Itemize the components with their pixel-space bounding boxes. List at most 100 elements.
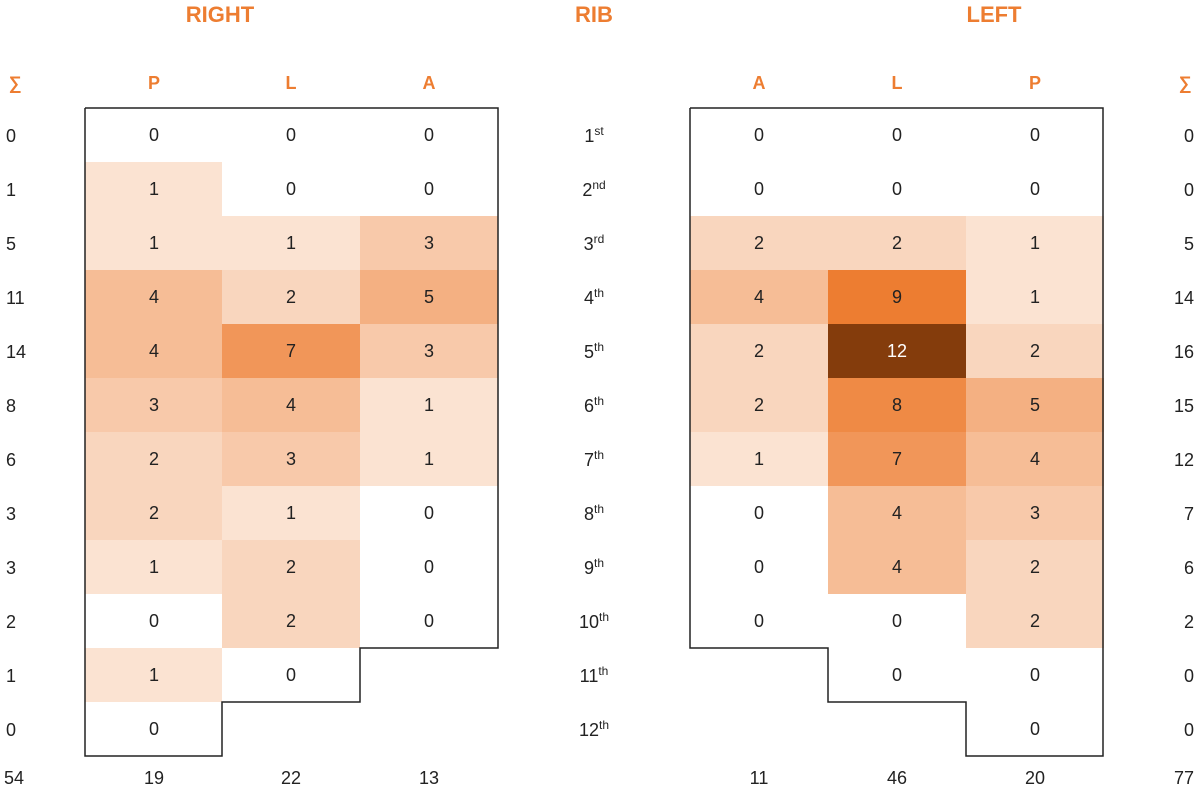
left-cell: 12 xyxy=(828,324,966,378)
right-cell: 0 xyxy=(360,540,498,594)
rib-suffix: th xyxy=(594,340,605,354)
right-row-sum: 3 xyxy=(6,558,17,578)
rib-suffix: th xyxy=(594,286,605,300)
rib-number: 12 xyxy=(578,720,599,740)
rib-label: 1st xyxy=(554,124,634,147)
right-row-sum: 3 xyxy=(6,504,17,524)
left-column-total: 20 xyxy=(1024,768,1046,788)
rib-label: 11th xyxy=(554,664,634,687)
rib-suffix: th xyxy=(594,502,605,516)
left-cell: 9 xyxy=(828,270,966,324)
left-row-sum: 7 xyxy=(1183,504,1194,524)
right-grand-total: 54 xyxy=(4,768,25,788)
right-cell: 0 xyxy=(222,162,360,216)
right-row-sum: 1 xyxy=(6,666,17,686)
rib-label: 4th xyxy=(554,286,634,309)
left-cell: 2 xyxy=(690,378,828,432)
left-cell: 4 xyxy=(828,540,966,594)
rib-label: 12th xyxy=(554,718,634,741)
rib-label: 6th xyxy=(554,394,634,417)
left-cell: 0 xyxy=(690,162,828,216)
rib-number: 1 xyxy=(584,126,595,146)
rib-number: 6 xyxy=(583,396,594,416)
left-cell: 0 xyxy=(690,594,828,648)
left-row-sum: 0 xyxy=(1183,666,1194,686)
left-column-total: 11 xyxy=(749,768,769,788)
right-col-header-l: L xyxy=(285,73,297,93)
left-table-outline xyxy=(689,107,1104,757)
rib-number: 8 xyxy=(583,504,594,524)
left-row-sum: 12 xyxy=(1173,450,1194,470)
right-cell: 1 xyxy=(360,378,498,432)
left-cell: 0 xyxy=(966,162,1104,216)
rib-suffix: rd xyxy=(593,232,605,246)
rib-number: 2 xyxy=(582,180,593,200)
rib-label: 9th xyxy=(554,556,634,579)
left-cell: 7 xyxy=(828,432,966,486)
right-cell: 7 xyxy=(222,324,360,378)
rib-suffix: st xyxy=(594,124,604,138)
left-row-sum: 0 xyxy=(1183,126,1194,146)
right-column-total: 13 xyxy=(418,768,440,788)
rib-number: 7 xyxy=(583,450,594,470)
rib-suffix: th xyxy=(594,556,605,570)
right-row-sum: 2 xyxy=(6,612,17,632)
left-cell: 1 xyxy=(690,432,828,486)
right-cell: 0 xyxy=(85,702,223,756)
rib-suffix: th xyxy=(599,610,610,624)
right-cell: 4 xyxy=(85,324,223,378)
rib-number: 5 xyxy=(583,342,594,362)
left-cell: 2 xyxy=(966,540,1104,594)
right-table-outline xyxy=(84,107,499,757)
left-row-sum: 2 xyxy=(1183,612,1194,632)
right-col-header-a: A xyxy=(422,73,436,93)
left-row-sum: 14 xyxy=(1173,288,1194,308)
right-cell: 2 xyxy=(85,432,223,486)
right-row-sum: 0 xyxy=(6,126,17,146)
right-cell: 3 xyxy=(360,324,498,378)
rib-number: 9 xyxy=(583,558,594,578)
right-cell: 1 xyxy=(222,486,360,540)
right-cell: 3 xyxy=(222,432,360,486)
left-row-sum: 15 xyxy=(1173,396,1194,416)
right-cell: 3 xyxy=(360,216,498,270)
rib-header: RIB xyxy=(575,2,613,27)
rib-label: 10th xyxy=(554,610,634,633)
right-cell: 0 xyxy=(222,108,360,162)
right-cell: 2 xyxy=(222,540,360,594)
left-cell: 2 xyxy=(690,216,828,270)
rib-label: 8th xyxy=(554,502,634,525)
rib-label: 2nd xyxy=(554,178,634,201)
right-column-total: 22 xyxy=(280,768,302,788)
left-cell: 0 xyxy=(828,648,966,702)
right-header: RIGHT xyxy=(185,2,255,27)
right-cell: 0 xyxy=(360,108,498,162)
left-cell: 0 xyxy=(828,108,966,162)
rib-label: 5th xyxy=(554,340,634,363)
left-cell: 4 xyxy=(828,486,966,540)
rib-suffix: nd xyxy=(592,178,606,192)
rib-suffix: th xyxy=(594,394,605,408)
left-col-header-a: A xyxy=(752,73,766,93)
right-cell: 2 xyxy=(222,594,360,648)
left-row-sum: 6 xyxy=(1183,558,1194,578)
rib-number: 10 xyxy=(578,612,599,632)
left-col-header-p: P xyxy=(1028,73,1041,93)
left-sum-symbol: ∑ xyxy=(1178,73,1192,93)
left-row-sum: 0 xyxy=(1183,180,1194,200)
left-cell: 0 xyxy=(690,540,828,594)
rib-suffix: th xyxy=(599,718,610,732)
rib-number: 4 xyxy=(583,288,594,308)
left-column-total: 46 xyxy=(886,768,908,788)
left-cell: 0 xyxy=(966,702,1104,756)
left-cell: 2 xyxy=(966,594,1104,648)
left-row-sum: 16 xyxy=(1173,342,1194,362)
left-cell: 4 xyxy=(966,432,1104,486)
right-cell: 0 xyxy=(360,486,498,540)
left-cell: 2 xyxy=(966,324,1104,378)
left-cell: 8 xyxy=(828,378,966,432)
left-cell: 1 xyxy=(966,216,1104,270)
left-cell: 4 xyxy=(690,270,828,324)
right-cell: 0 xyxy=(222,648,360,702)
